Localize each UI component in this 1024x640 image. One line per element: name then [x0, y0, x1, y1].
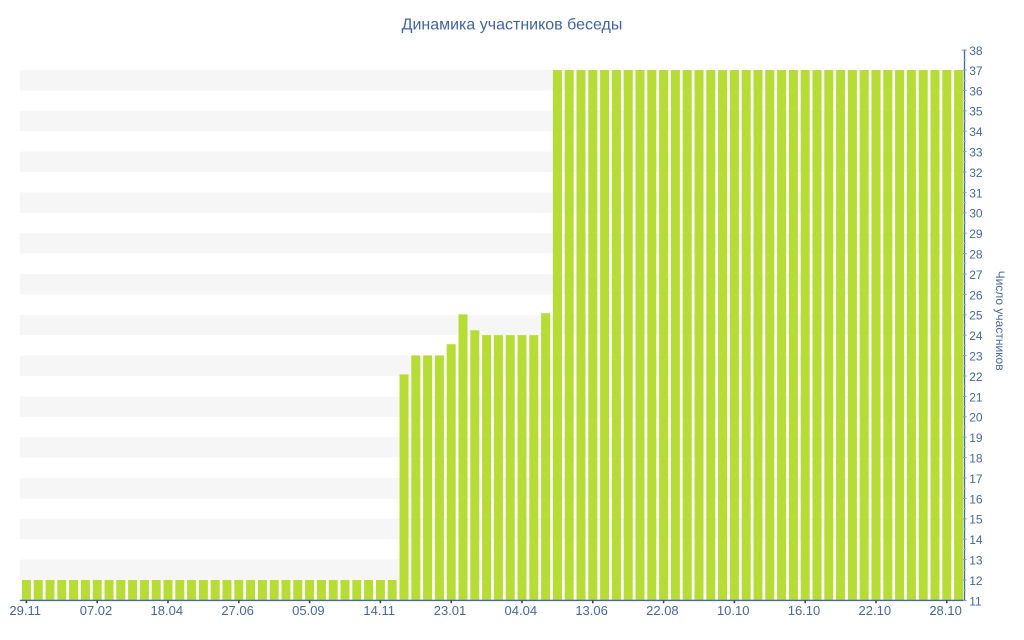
svg-text:16.10: 16.10: [788, 603, 821, 618]
svg-text:35: 35: [969, 105, 983, 119]
svg-text:23: 23: [969, 350, 983, 364]
svg-text:27.06: 27.06: [221, 603, 254, 618]
svg-text:25: 25: [969, 309, 983, 323]
svg-text:23.01: 23.01: [434, 603, 467, 618]
svg-text:19: 19: [969, 431, 983, 445]
svg-text:21: 21: [969, 390, 983, 404]
svg-text:27: 27: [969, 268, 983, 282]
svg-text:33: 33: [969, 146, 983, 160]
svg-text:17: 17: [969, 472, 983, 486]
svg-text:24: 24: [969, 329, 983, 343]
svg-text:22.10: 22.10: [859, 603, 892, 618]
svg-text:18.04: 18.04: [151, 603, 184, 618]
svg-text:20: 20: [969, 411, 983, 425]
svg-text:04.04: 04.04: [505, 603, 538, 618]
svg-text:22: 22: [969, 370, 983, 384]
svg-text:Число участников: Число участников: [993, 271, 1007, 371]
svg-text:13.06: 13.06: [575, 603, 608, 618]
svg-text:30: 30: [969, 207, 983, 221]
svg-text:Динамика участников беседы: Динамика участников беседы: [402, 16, 623, 33]
svg-text:26: 26: [969, 288, 983, 302]
svg-text:38: 38: [969, 44, 983, 58]
svg-text:16: 16: [969, 492, 983, 506]
svg-text:34: 34: [969, 125, 983, 139]
svg-text:14: 14: [969, 533, 983, 547]
svg-text:15: 15: [969, 513, 983, 527]
svg-text:31: 31: [969, 186, 983, 200]
svg-text:05.09: 05.09: [292, 603, 325, 618]
svg-text:22.08: 22.08: [646, 603, 679, 618]
svg-text:11: 11: [969, 594, 982, 608]
svg-text:28.10: 28.10: [929, 603, 962, 618]
svg-text:36: 36: [969, 84, 983, 98]
svg-text:10.10: 10.10: [717, 603, 750, 618]
svg-text:28: 28: [969, 248, 983, 262]
svg-text:13: 13: [969, 554, 983, 568]
svg-text:29: 29: [969, 227, 983, 241]
svg-text:37: 37: [969, 64, 983, 78]
svg-text:32: 32: [969, 166, 983, 180]
svg-text:14.11: 14.11: [363, 603, 395, 618]
svg-text:12: 12: [969, 574, 983, 588]
svg-text:18: 18: [969, 452, 983, 466]
svg-text:29.11: 29.11: [9, 603, 41, 618]
svg-text:07.02: 07.02: [80, 603, 113, 618]
